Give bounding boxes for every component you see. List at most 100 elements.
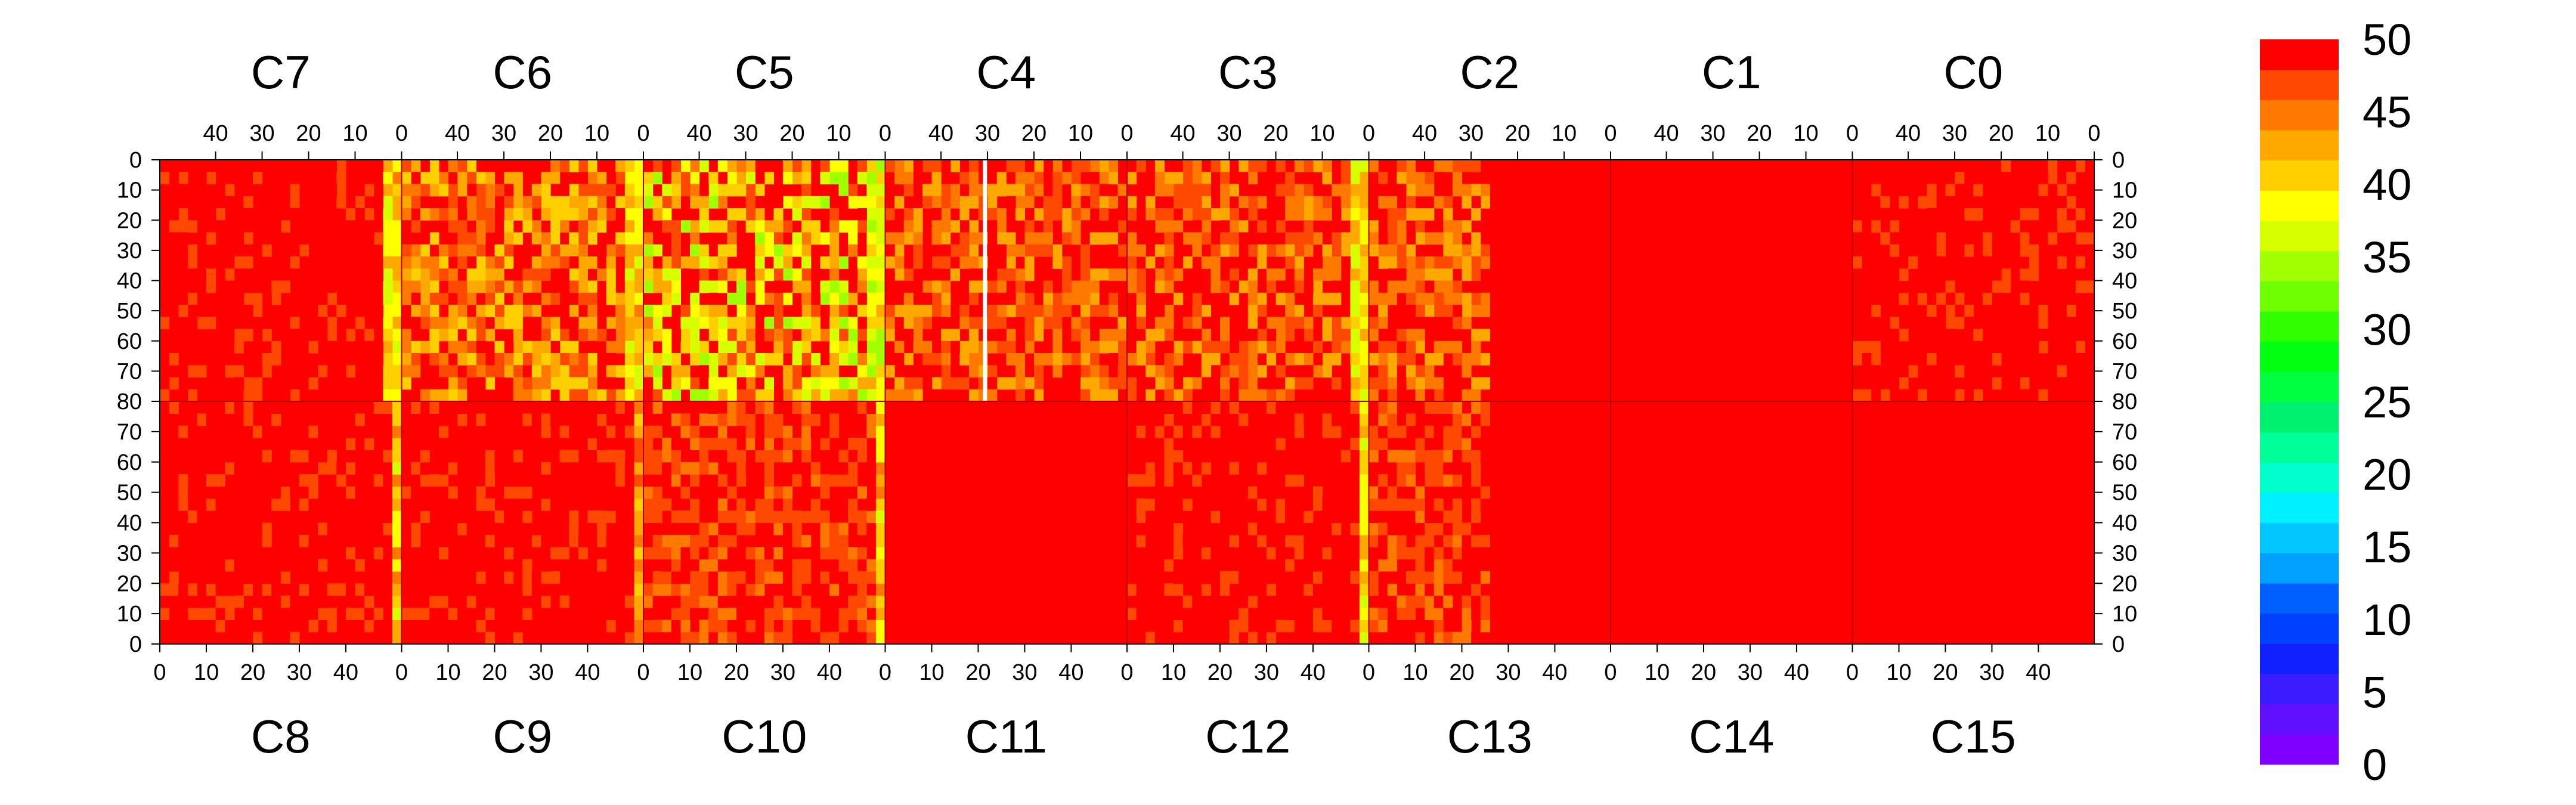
heatmap-cell xyxy=(308,160,318,172)
heatmap-cell xyxy=(1462,522,1472,535)
heatmap-cell xyxy=(1034,244,1044,257)
heatmap-cell xyxy=(1405,377,1416,390)
heatmap-cell xyxy=(1117,317,1128,330)
heatmap-cell xyxy=(513,425,523,438)
heatmap-cell xyxy=(1452,547,1463,560)
heatmap-cell xyxy=(513,620,523,633)
heatmap-cell xyxy=(1201,256,1211,269)
heatmap-cell xyxy=(225,486,235,499)
heatmap-cell xyxy=(2020,280,2030,293)
heatmap-cell xyxy=(643,438,654,450)
heatmap-cell xyxy=(838,389,849,402)
heatmap-cell xyxy=(634,608,644,620)
heatmap-cell xyxy=(1405,486,1416,499)
heatmap-cell xyxy=(1415,365,1425,378)
heatmap-cell xyxy=(448,244,458,257)
heatmap-cell xyxy=(727,389,737,402)
heatmap-cell xyxy=(764,244,774,257)
heatmap-cell xyxy=(2020,196,2030,209)
heatmap-cell xyxy=(801,389,812,402)
heatmap-cell xyxy=(225,583,235,596)
heatmap-cell xyxy=(559,256,569,269)
heatmap-cell xyxy=(1387,389,1397,402)
heatmap-cell xyxy=(169,559,179,572)
heatmap-cell xyxy=(1164,425,1174,438)
heatmap-cell xyxy=(1266,498,1277,511)
heatmap-cell xyxy=(727,160,737,172)
heatmap-cell xyxy=(290,220,300,233)
heatmap-cell xyxy=(1275,244,1286,257)
heatmap-cell xyxy=(550,196,561,209)
heatmap-cell xyxy=(457,547,467,560)
heatmap-cell xyxy=(690,377,700,390)
heatmap-cell xyxy=(875,559,886,572)
heatmap-cell xyxy=(773,510,784,524)
heatmap-cell xyxy=(885,268,895,281)
heatmap-cell xyxy=(1332,571,1342,584)
heatmap-cell xyxy=(504,608,514,620)
heatmap-cell xyxy=(234,462,244,475)
heatmap-cell xyxy=(792,317,802,330)
heatmap-cell xyxy=(866,377,877,390)
heatmap-cell xyxy=(1154,329,1165,342)
heatmap-cell xyxy=(420,268,430,281)
heatmap-cell xyxy=(624,160,634,172)
heatmap-cell xyxy=(1908,208,1918,221)
heatmap-cell xyxy=(569,340,579,354)
heatmap-cell xyxy=(1229,208,1239,221)
heatmap-cell xyxy=(1480,534,1490,547)
heatmap-cell xyxy=(290,196,300,209)
heatmap-cell xyxy=(327,620,337,633)
heatmap-cell xyxy=(1294,232,1304,245)
heatmap-cell xyxy=(1294,547,1304,560)
heatmap-cell xyxy=(801,172,812,185)
heatmap-cell xyxy=(624,462,634,475)
heatmap-cell xyxy=(513,377,523,390)
heatmap-cell xyxy=(1982,256,1992,269)
heatmap-cell xyxy=(1304,244,1314,257)
heatmap-cell xyxy=(578,172,588,185)
heatmap-cell xyxy=(1480,244,1490,257)
heatmap-cell xyxy=(392,547,402,560)
heatmap-cell xyxy=(336,244,346,257)
heatmap-cell xyxy=(1425,425,1435,438)
heatmap-cell xyxy=(736,340,747,354)
heatmap-cell xyxy=(1145,534,1156,547)
heatmap-cell xyxy=(2048,172,2058,185)
heatmap-cell xyxy=(401,268,411,281)
heatmap-cell xyxy=(531,522,541,535)
heatmap-cell xyxy=(1174,292,1184,305)
heatmap-cell xyxy=(671,438,681,450)
heatmap-cell xyxy=(1034,208,1044,221)
heatmap-cell xyxy=(662,256,672,269)
heatmap-cell xyxy=(968,220,979,233)
heatmap-cell xyxy=(792,389,802,402)
heatmap-cell xyxy=(1304,571,1314,584)
heatmap-cell xyxy=(606,184,616,197)
heatmap-cell xyxy=(671,184,681,197)
heatmap-cell xyxy=(1071,280,1081,293)
heatmap-cell xyxy=(606,631,616,645)
heatmap-cell xyxy=(373,510,383,524)
heatmap-cell xyxy=(318,184,328,197)
heatmap-cell xyxy=(1955,184,1965,197)
heatmap-cell xyxy=(717,340,727,354)
heatmap-cell xyxy=(1322,353,1332,366)
heatmap-cell xyxy=(829,377,840,390)
heatmap-cell xyxy=(345,365,356,378)
heatmap-cell xyxy=(1210,510,1221,524)
heatmap-cell xyxy=(680,220,691,233)
heatmap-cell xyxy=(578,389,588,402)
heatmap-cell xyxy=(494,256,504,269)
heatmap-cell xyxy=(1433,522,1444,535)
heatmap-cell xyxy=(531,413,541,426)
heatmap-cell xyxy=(187,220,197,233)
heatmap-cell xyxy=(318,196,328,209)
heatmap-cell xyxy=(513,474,523,487)
heatmap-cell xyxy=(1154,220,1165,233)
heatmap-cell xyxy=(597,329,607,342)
heatmap-cell xyxy=(764,413,774,426)
heatmap-cell xyxy=(1387,413,1397,426)
heatmap-cell xyxy=(2029,256,2039,269)
heatmap-cell xyxy=(736,208,747,221)
